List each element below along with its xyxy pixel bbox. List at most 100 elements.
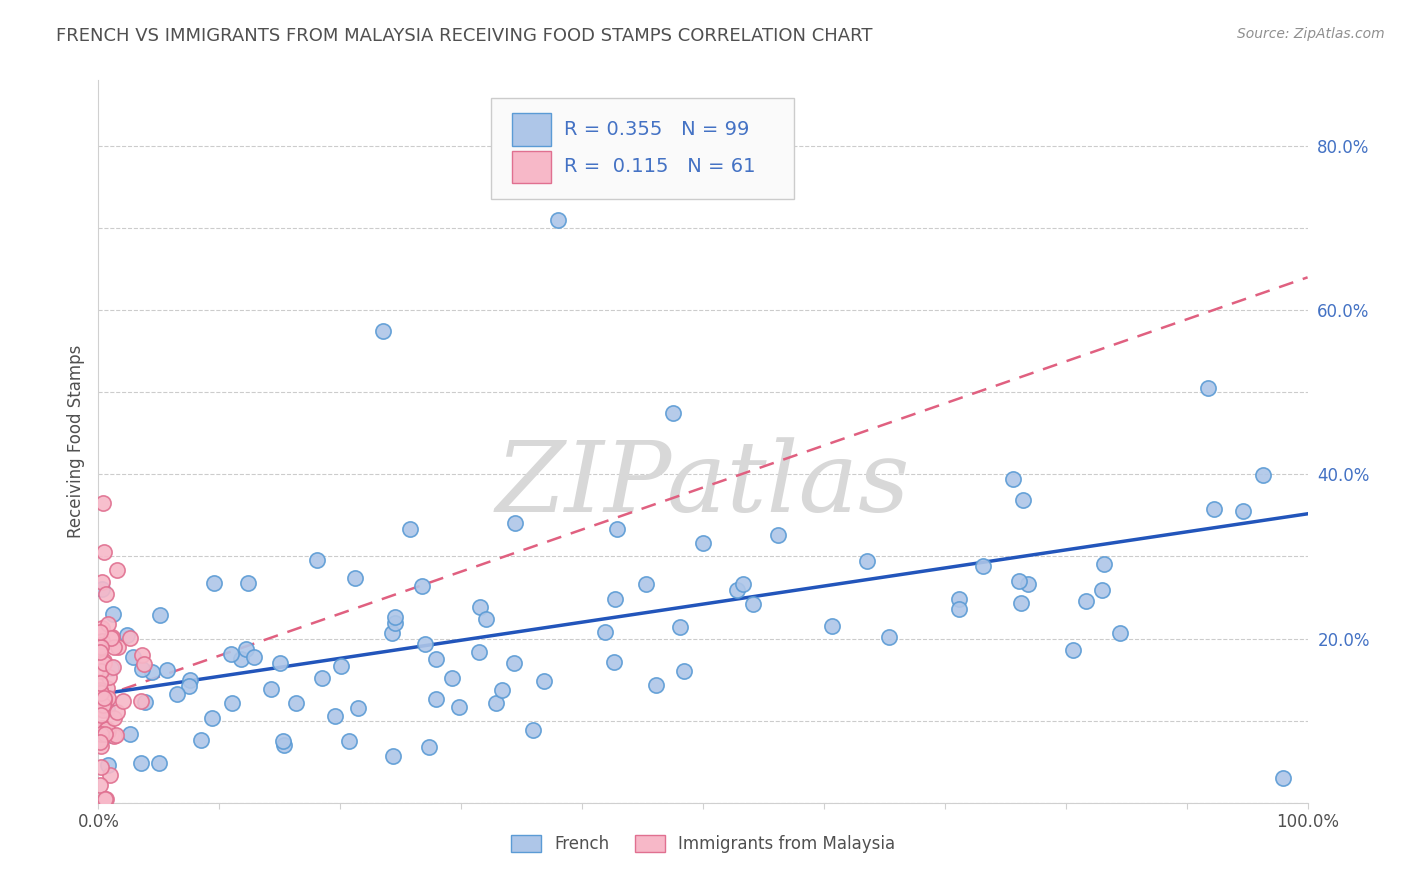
FancyBboxPatch shape <box>512 151 551 183</box>
Point <box>90 759 112 773</box>
Point <box>131 694 153 708</box>
Point <box>503 656 526 670</box>
Point <box>100 661 122 675</box>
Point <box>475 612 498 626</box>
Y-axis label: Receiving Food Stamps: Receiving Food Stamps <box>66 345 84 538</box>
Point <box>156 663 179 677</box>
Point <box>236 576 259 591</box>
Point <box>1197 381 1219 395</box>
Point <box>821 619 844 633</box>
Point <box>1251 467 1274 482</box>
Point <box>595 624 617 639</box>
Text: Source: ZipAtlas.com: Source: ZipAtlas.com <box>1237 27 1385 41</box>
Point <box>219 647 242 661</box>
Point <box>91 582 114 596</box>
Point <box>115 628 138 642</box>
Point <box>91 721 114 735</box>
Point <box>411 579 433 593</box>
Point <box>384 610 406 624</box>
Point <box>96 724 118 739</box>
Point <box>948 591 970 606</box>
FancyBboxPatch shape <box>512 113 551 145</box>
Point <box>89 674 111 689</box>
Legend: French, Immigrants from Malaysia: French, Immigrants from Malaysia <box>505 828 901 860</box>
Point <box>93 545 115 559</box>
Point <box>90 708 112 723</box>
Point <box>112 694 135 708</box>
Point <box>1092 557 1115 571</box>
Point <box>131 648 153 662</box>
Point <box>1017 577 1039 591</box>
Point <box>260 682 283 697</box>
Point <box>692 536 714 550</box>
Point <box>97 757 120 772</box>
Text: ZIPatlas: ZIPatlas <box>496 437 910 533</box>
Point <box>90 664 112 678</box>
Point <box>103 729 125 743</box>
Point <box>243 650 266 665</box>
Point <box>603 592 626 607</box>
Point <box>101 607 124 621</box>
Point <box>645 677 668 691</box>
Point <box>733 577 755 591</box>
Point <box>634 577 657 591</box>
Point <box>89 725 111 739</box>
Point <box>307 553 329 567</box>
Point <box>91 621 114 635</box>
Point <box>90 640 112 654</box>
Point <box>131 663 153 677</box>
Point <box>273 738 295 752</box>
Point <box>118 631 141 645</box>
Point <box>91 699 114 714</box>
Point <box>398 522 420 536</box>
Point <box>90 686 112 700</box>
Point <box>1010 596 1032 610</box>
Point <box>90 724 112 739</box>
Point <box>94 693 117 707</box>
Point <box>384 615 406 630</box>
Point <box>179 679 201 693</box>
Point <box>742 598 765 612</box>
Point <box>96 681 118 695</box>
Point <box>166 687 188 701</box>
Point <box>1012 493 1035 508</box>
Point <box>91 496 114 510</box>
Point <box>101 660 124 674</box>
Point <box>1232 504 1254 518</box>
Point <box>91 698 114 712</box>
Point <box>89 733 111 747</box>
Point <box>1008 574 1031 588</box>
Point <box>91 703 114 717</box>
Point <box>503 516 526 530</box>
Point <box>107 640 129 654</box>
Point <box>877 630 900 644</box>
Point <box>91 574 114 589</box>
Point <box>725 582 748 597</box>
Point <box>329 658 352 673</box>
Point <box>1076 594 1098 608</box>
Point <box>93 690 115 705</box>
Point <box>89 778 111 792</box>
Point <box>105 706 128 720</box>
Point <box>229 652 252 666</box>
Point <box>93 657 115 671</box>
Point <box>190 732 212 747</box>
Point <box>89 638 111 652</box>
Point <box>91 634 114 648</box>
Point <box>103 640 125 654</box>
Point <box>766 528 789 542</box>
Point <box>94 722 117 736</box>
Point <box>96 701 118 715</box>
Point <box>141 665 163 680</box>
Point <box>104 729 127 743</box>
Point <box>100 728 122 742</box>
Point <box>89 624 111 639</box>
Point <box>1202 502 1225 516</box>
Text: R = 0.355   N = 99: R = 0.355 N = 99 <box>564 120 749 139</box>
Point <box>93 693 115 707</box>
Point <box>90 727 112 741</box>
FancyBboxPatch shape <box>492 98 793 200</box>
Point <box>179 673 201 687</box>
Point <box>105 562 128 576</box>
Point <box>661 406 683 420</box>
